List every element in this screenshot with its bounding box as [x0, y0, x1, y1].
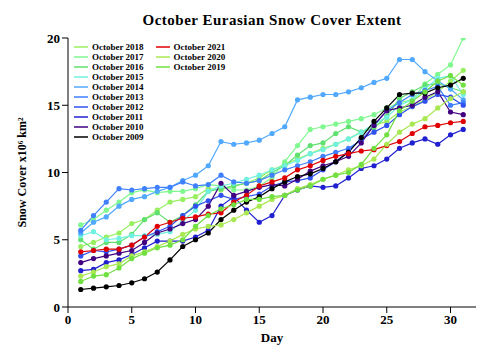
- html-text:October 2015: October 2015: [92, 72, 144, 82]
- html-text:October 2011: October 2011: [92, 112, 144, 122]
- svg-text:15: 15: [47, 98, 61, 113]
- html-text:October 2019: October 2019: [173, 62, 226, 72]
- html-text:October Eurasian Snow Cover Ex: October Eurasian Snow Cover Extent: [142, 12, 402, 28]
- svg-text:20: 20: [317, 312, 330, 327]
- html-text:October 2013: October 2013: [92, 92, 144, 102]
- svg-text:10: 10: [189, 312, 202, 327]
- svg-text:10: 10: [47, 165, 60, 180]
- svg-text:25: 25: [380, 312, 394, 327]
- svg-text:Day: Day: [261, 330, 284, 345]
- svg-text:Snow Cover x10⁶ km²: Snow Cover x10⁶ km²: [15, 117, 29, 227]
- svg-text:15: 15: [253, 312, 267, 327]
- html-text:October 2010: October 2010: [92, 122, 144, 132]
- svg-text:0: 0: [65, 312, 72, 327]
- html-text:October 2017: October 2017: [92, 52, 144, 62]
- svg-text:30: 30: [444, 312, 457, 327]
- svg-text:5: 5: [54, 232, 61, 247]
- html-text:October 2021: October 2021: [173, 42, 226, 52]
- svg-text:0: 0: [54, 300, 61, 315]
- html-text:October 2009: October 2009: [92, 132, 144, 142]
- svg-text:20: 20: [47, 31, 60, 46]
- html-text:October 2012: October 2012: [92, 102, 144, 112]
- html-text:October 2018: October 2018: [92, 42, 144, 52]
- html-text:October 2020: October 2020: [173, 52, 226, 62]
- html-text:October 2014: October 2014: [92, 82, 144, 92]
- html-text:October 2016: October 2016: [92, 62, 144, 72]
- svg-text:5: 5: [129, 312, 136, 327]
